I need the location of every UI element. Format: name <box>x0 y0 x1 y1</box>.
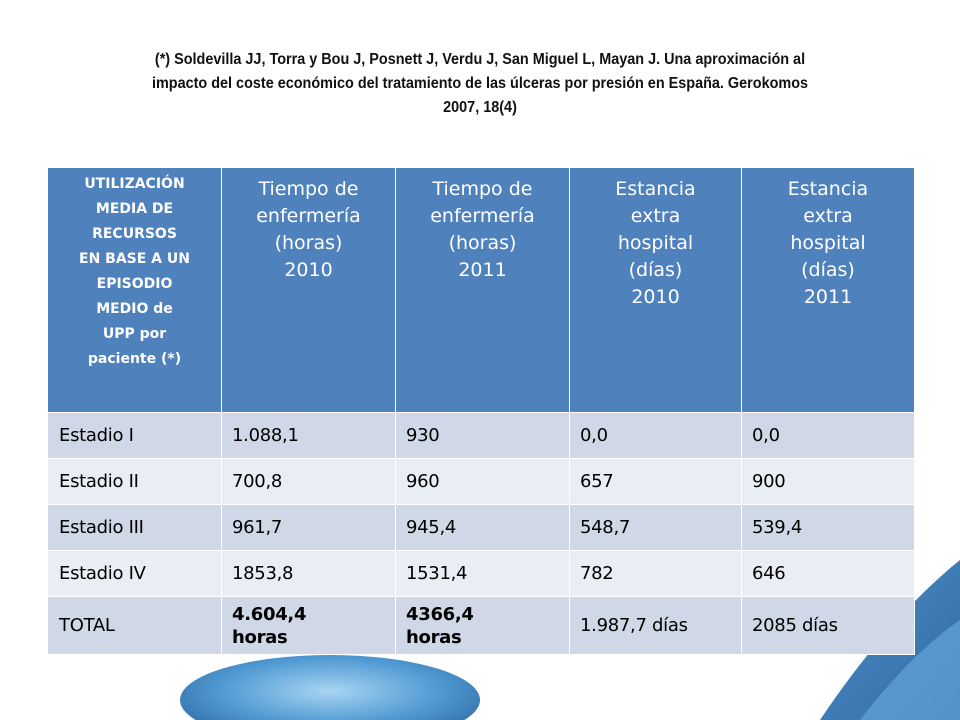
table-cell: 1.088,1 <box>221 412 396 459</box>
table-cell: 657 <box>569 458 742 505</box>
header-line: Tiempo de <box>432 178 533 200</box>
table-cell: 646 <box>741 550 915 597</box>
table-cell: 700,8 <box>221 458 396 505</box>
table-cell: 548,7 <box>569 504 742 551</box>
table-cell: 961,7 <box>221 504 396 551</box>
header-line: 2010 <box>631 286 680 308</box>
header-resources-line: EN BASE A UN <box>79 251 190 267</box>
total-nursing-2010: 4.604,4 horas <box>221 596 396 655</box>
header-line: extra <box>803 205 853 227</box>
header-line: (horas) <box>448 232 517 254</box>
header-nursing-2011: Tiempo de enfermería (horas) 2011 <box>395 167 570 413</box>
table-row-estadio-1: Estadio I 1.088,1 930 0,0 0,0 <box>47 412 915 459</box>
total-unit: horas <box>232 626 288 648</box>
table-cell: 539,4 <box>741 504 915 551</box>
total-stay-2010: 1.987,7 días <box>569 596 742 655</box>
header-line: (horas) <box>274 232 343 254</box>
row-label: Estadio I <box>47 412 222 459</box>
header-line: (días) <box>628 259 683 281</box>
table-row-estadio-4: Estadio IV 1853,8 1531,4 782 646 <box>47 550 915 597</box>
header-resources-line: EPISODIO <box>96 276 173 292</box>
table-cell: 0,0 <box>741 412 915 459</box>
row-label-total: TOTAL <box>47 596 222 655</box>
total-value: 4.604,4 <box>232 603 307 625</box>
total-value: 4366,4 <box>406 603 474 625</box>
header-line: enfermería <box>256 205 361 227</box>
header-nursing-2010: Tiempo de enfermería (horas) 2010 <box>221 167 396 413</box>
header-resources-line: UTILIZACIÓN <box>84 176 185 192</box>
table-cell: 0,0 <box>569 412 742 459</box>
header-line: Estancia <box>787 178 869 200</box>
header-stay-2011: Estancia extra hospital (días) 2011 <box>741 167 915 413</box>
header-resources-line: UPP por <box>102 326 167 342</box>
table-row-estadio-3: Estadio III 961,7 945,4 548,7 539,4 <box>47 504 915 551</box>
header-line: enfermería <box>430 205 535 227</box>
total-nursing-2011: 4366,4 horas <box>395 596 570 655</box>
header-resources-line: MEDIO de <box>96 301 173 317</box>
table-cell: 1853,8 <box>221 550 396 597</box>
citation-line-1: (*) Soldevilla JJ, Torra y Bou J, Posnet… <box>154 51 806 68</box>
header-line: extra <box>630 205 681 227</box>
citation-line-2: impacto del coste económico del tratamie… <box>151 75 809 92</box>
table-cell: 1531,4 <box>395 550 570 597</box>
total-stay-2011: 2085 días <box>741 596 915 655</box>
header-resources: UTILIZACIÓN MEDIA DE RECURSOS EN BASE A … <box>47 167 222 413</box>
row-label: Estadio III <box>47 504 222 551</box>
header-line: hospital <box>790 232 866 254</box>
header-line: Tiempo de <box>258 178 359 200</box>
table-row-total: TOTAL 4.604,4 horas 4366,4 horas 1.987,7… <box>47 596 915 655</box>
header-line: Estancia <box>615 178 696 200</box>
header-resources-line: paciente (*) <box>87 351 182 367</box>
citation-line-3: 2007, 18(4) <box>443 99 517 116</box>
header-resources-line: RECURSOS <box>92 226 177 242</box>
total-unit: horas <box>406 626 462 648</box>
header-line: 2010 <box>284 259 333 281</box>
header-stay-2010: Estancia extra hospital (días) 2010 <box>569 167 742 413</box>
row-label: Estadio II <box>47 458 222 505</box>
citation-text: (*) Soldevilla JJ, Torra y Bou J, Posnet… <box>89 48 870 120</box>
resources-table: UTILIZACIÓN MEDIA DE RECURSOS EN BASE A … <box>47 167 915 655</box>
table-cell: 945,4 <box>395 504 570 551</box>
header-line: 2011 <box>803 286 853 308</box>
header-line: 2011 <box>458 259 507 281</box>
table-header-row: UTILIZACIÓN MEDIA DE RECURSOS EN BASE A … <box>47 167 915 413</box>
table-cell: 960 <box>395 458 570 505</box>
row-label: Estadio IV <box>47 550 222 597</box>
header-line: hospital <box>617 232 694 254</box>
table-cell: 782 <box>569 550 742 597</box>
table-row-estadio-2: Estadio II 700,8 960 657 900 <box>47 458 915 505</box>
table-cell: 930 <box>395 412 570 459</box>
header-resources-line: MEDIA DE <box>95 201 174 217</box>
table-cell: 900 <box>741 458 915 505</box>
header-line: (días) <box>801 259 855 281</box>
